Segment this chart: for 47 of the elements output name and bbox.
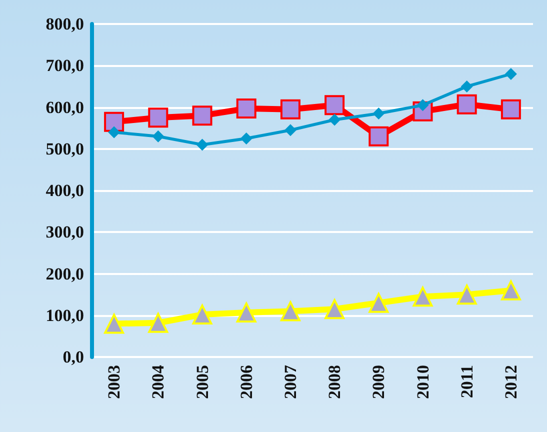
point: [324, 95, 345, 116]
x-tick-label: 2004: [148, 364, 168, 399]
y-tick-label: 500,0: [46, 139, 84, 158]
point: [412, 286, 433, 307]
x-tick-label: 2011: [457, 365, 476, 398]
point: [280, 99, 300, 120]
point: [324, 299, 345, 320]
point: [196, 138, 208, 151]
point: [500, 99, 521, 120]
point: [460, 80, 473, 92]
y-tick-label: 400,0: [46, 181, 84, 200]
y-tick-label: 300,0: [46, 222, 84, 242]
y-tick-label: 200,0: [46, 264, 84, 284]
point: [368, 126, 389, 146]
x-tick-label: 2010: [413, 365, 432, 399]
point: [104, 314, 124, 334]
x-tick-label: 2009: [369, 365, 388, 399]
y-tick-label: 600,0: [46, 98, 84, 117]
point: [236, 302, 256, 322]
point: [192, 304, 212, 325]
point: [328, 114, 341, 126]
y-tick-label: 100,0: [46, 306, 84, 325]
point: [236, 98, 256, 118]
y-tick-label: 700,0: [46, 56, 84, 76]
x-tick-label: 2006: [236, 365, 256, 399]
x-tick-label: 2008: [325, 365, 344, 399]
point: [108, 126, 120, 138]
point: [372, 107, 385, 120]
point: [104, 112, 124, 132]
y-tick-label: 0,0: [62, 348, 84, 366]
point: [368, 292, 389, 313]
point: [240, 132, 252, 144]
point: [456, 284, 477, 305]
point: [192, 106, 212, 126]
point: [284, 124, 296, 136]
point: [504, 68, 517, 80]
x-tick-label: 2005: [192, 365, 212, 399]
y-tick-label: 800,0: [46, 14, 84, 34]
point: [456, 94, 477, 114]
point: [148, 108, 168, 128]
point: [148, 312, 168, 333]
point: [280, 301, 300, 322]
point: [152, 130, 164, 142]
point: [500, 280, 521, 300]
x-tick-label: 2003: [104, 365, 124, 399]
x-tick-label: 2007: [280, 364, 300, 399]
x-tick-label: 2012: [501, 365, 520, 399]
